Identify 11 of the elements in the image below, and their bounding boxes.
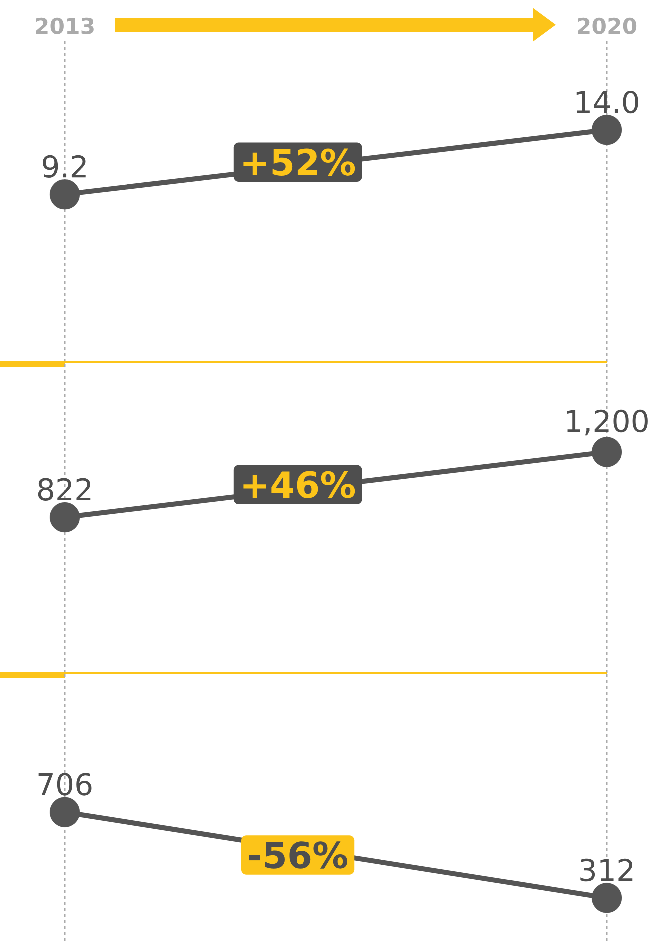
data-label: 822 (38, 478, 91, 501)
data-label: 9.2 (43, 155, 86, 178)
data-label: 14.0 (576, 90, 638, 114)
annotation: -56% (249, 842, 348, 869)
x-tick-label: 2020 (578, 18, 637, 34)
annotation: +46% (244, 471, 356, 498)
x-tick-label: 2013 (36, 18, 94, 34)
data-label: 706 (38, 773, 92, 796)
data-label: 312 (580, 858, 633, 882)
annotation: +52% (244, 148, 356, 176)
data-label: 1,200 (567, 410, 648, 436)
